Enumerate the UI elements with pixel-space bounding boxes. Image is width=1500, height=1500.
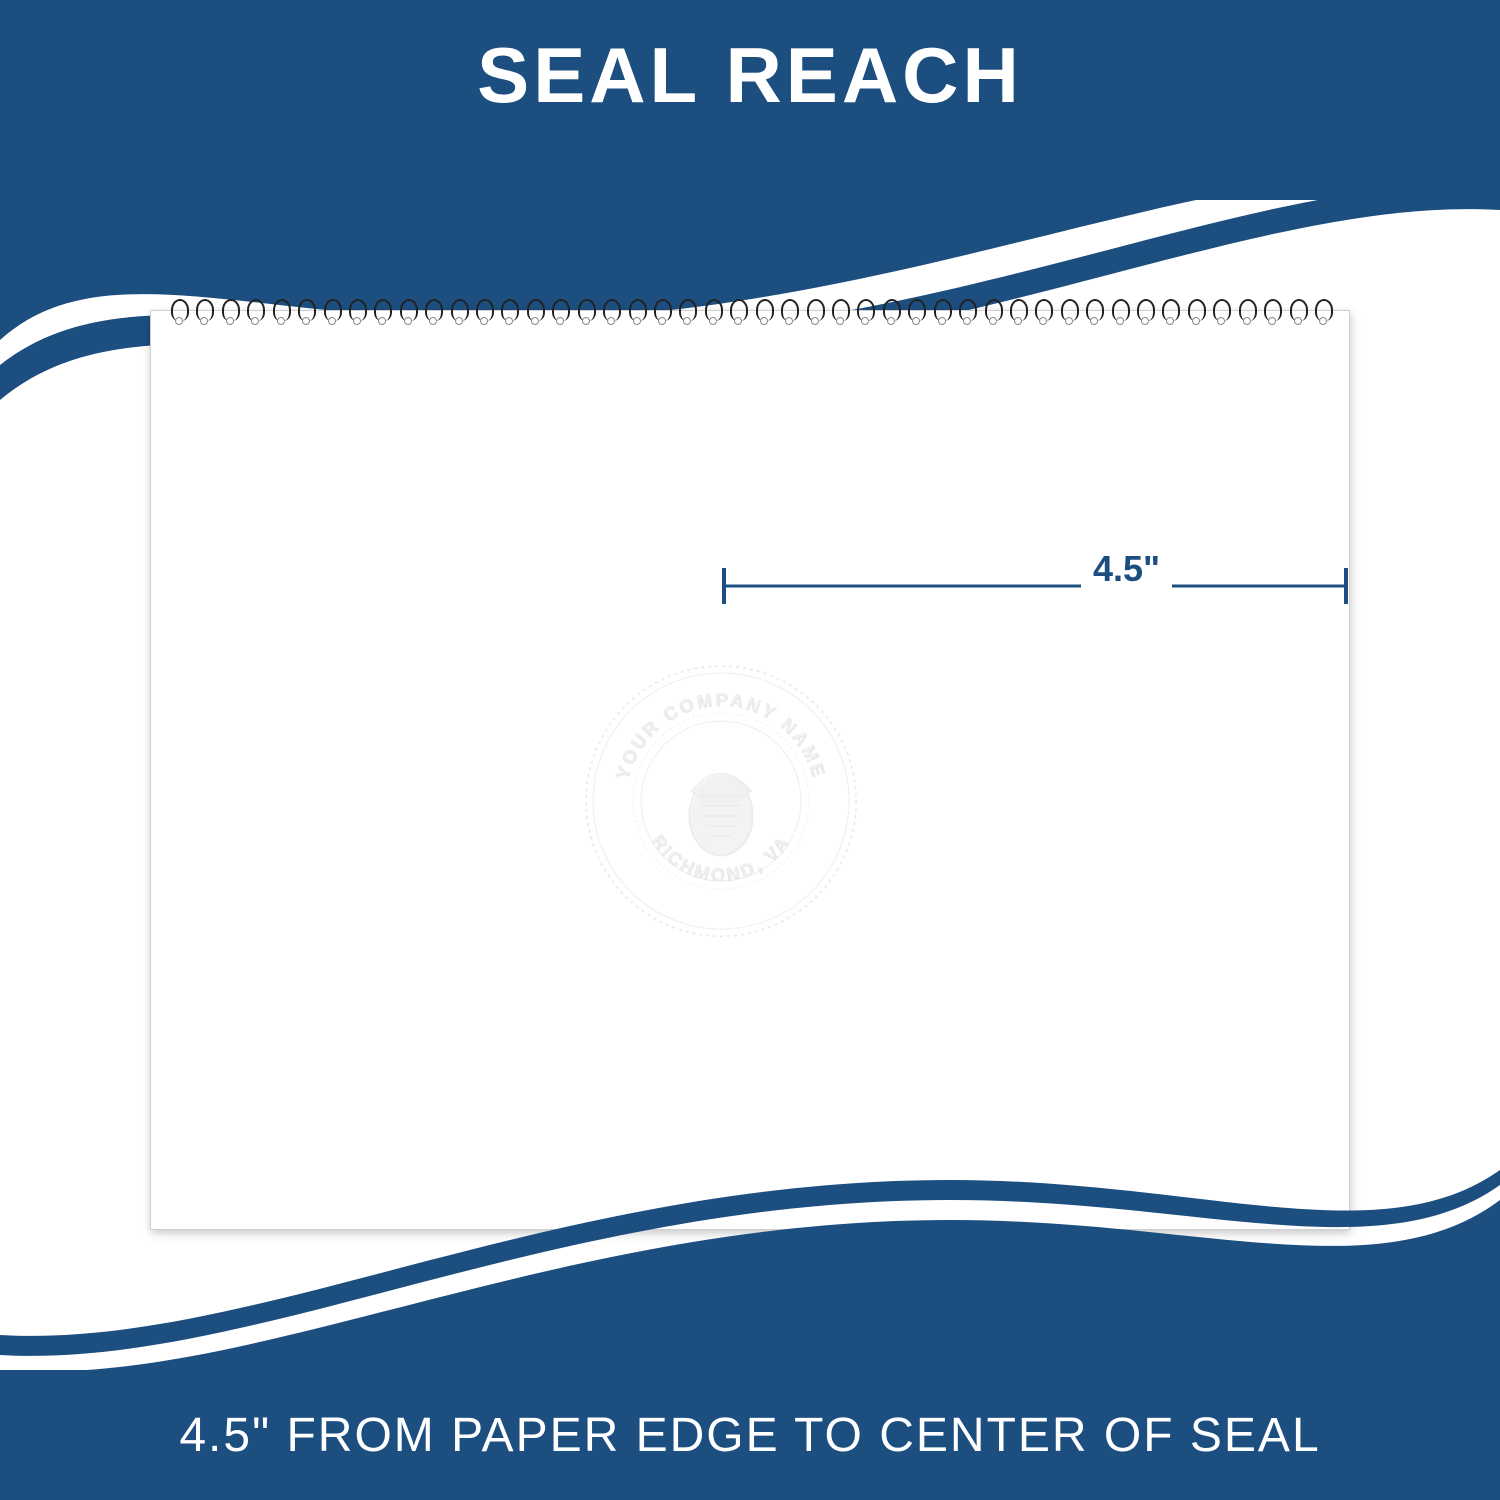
spiral-ring [374,299,388,327]
notepad-container: YOUR COMPANY NAME RICHMOND, VA 4.5" [150,310,1350,1230]
spiral-ring [705,299,719,327]
spiral-ring [527,299,541,327]
spiral-ring [908,299,922,327]
spiral-ring [247,299,261,327]
spiral-ring [1086,299,1100,327]
spiral-ring [1137,299,1151,327]
spiral-ring [832,299,846,327]
spiral-ring [451,299,465,327]
spiral-ring [756,299,770,327]
spiral-ring [807,299,821,327]
spiral-ring [196,299,210,327]
spiral-ring [1035,299,1049,327]
spiral-ring [1290,299,1304,327]
spiral-ring [324,299,338,327]
seal-top-text: YOUR COMPANY NAME [613,690,830,782]
spiral-ring [934,299,948,327]
spiral-ring [578,299,592,327]
notepad-paper: YOUR COMPANY NAME RICHMOND, VA 4.5" [150,310,1350,1230]
page-title: SEAL REACH [477,30,1023,121]
spiral-ring [298,299,312,327]
spiral-ring [476,299,490,327]
spiral-ring [222,299,236,327]
spiral-ring [781,299,795,327]
spiral-ring [985,299,999,327]
spiral-ring [1061,299,1075,327]
spiral-ring [501,299,515,327]
spiral-ring [349,299,363,327]
spiral-ring [425,299,439,327]
spiral-binding [171,299,1329,329]
spiral-ring [629,299,643,327]
dimension-indicator: 4.5" [721,566,1349,606]
spiral-ring [654,299,668,327]
footer-banner: 4.5" FROM PAPER EDGE TO CENTER OF SEAL [0,1370,1500,1500]
header-banner: SEAL REACH [0,0,1500,200]
dimension-label: 4.5" [1081,548,1172,590]
spiral-ring [603,299,617,327]
spiral-ring [730,299,744,327]
spiral-ring [883,299,897,327]
footer-text: 4.5" FROM PAPER EDGE TO CENTER OF SEAL [179,1408,1320,1463]
spiral-ring [1112,299,1126,327]
spiral-ring [1162,299,1176,327]
spiral-ring [857,299,871,327]
spiral-ring [1239,299,1253,327]
spiral-ring [171,299,185,327]
svg-text:YOUR COMPANY NAME: YOUR COMPANY NAME [613,690,830,782]
spiral-ring [273,299,287,327]
spiral-ring [400,299,414,327]
spiral-ring [1010,299,1024,327]
spiral-ring [552,299,566,327]
spiral-ring [1264,299,1278,327]
spiral-ring [1315,299,1329,327]
spiral-ring [1188,299,1202,327]
spiral-ring [959,299,973,327]
embossed-seal: YOUR COMPANY NAME RICHMOND, VA [581,661,861,941]
spiral-ring [1213,299,1227,327]
spiral-ring [679,299,693,327]
